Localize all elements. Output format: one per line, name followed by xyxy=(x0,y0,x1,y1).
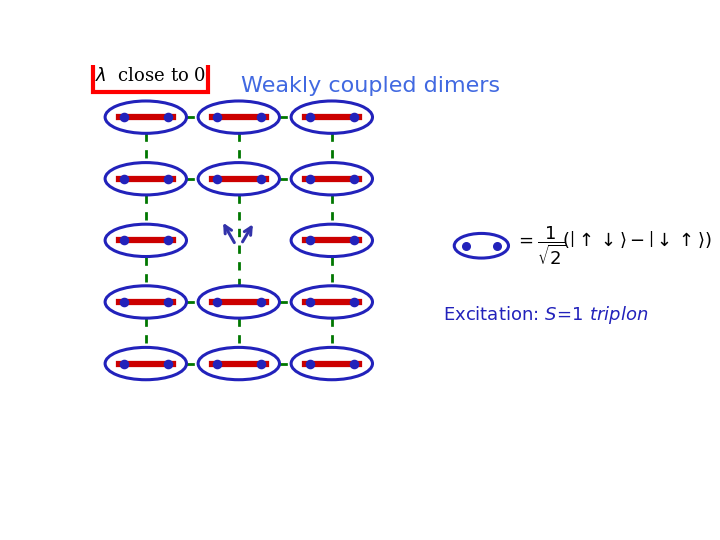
Point xyxy=(118,113,130,122)
Point xyxy=(162,113,174,122)
Point xyxy=(212,174,223,183)
Point xyxy=(118,236,130,245)
Ellipse shape xyxy=(198,101,279,133)
Point xyxy=(305,236,316,245)
Ellipse shape xyxy=(291,224,372,256)
Point xyxy=(162,298,174,306)
Point xyxy=(255,174,266,183)
Ellipse shape xyxy=(198,347,279,380)
Point xyxy=(348,298,359,306)
Point xyxy=(305,174,316,183)
Text: $\lambda$  close to 0: $\lambda$ close to 0 xyxy=(95,66,206,85)
Point xyxy=(162,174,174,183)
Point xyxy=(348,236,359,245)
Point xyxy=(212,298,223,306)
Point xyxy=(212,359,223,368)
Point xyxy=(460,241,472,250)
Point xyxy=(305,113,316,122)
Text: Weakly coupled dimers: Weakly coupled dimers xyxy=(241,76,500,96)
Point xyxy=(305,359,316,368)
Point xyxy=(162,236,174,245)
Ellipse shape xyxy=(454,233,508,258)
Point xyxy=(212,113,223,122)
Point xyxy=(118,298,130,306)
Point xyxy=(118,174,130,183)
Ellipse shape xyxy=(291,163,372,195)
Point xyxy=(348,113,359,122)
Point xyxy=(491,241,503,250)
Point xyxy=(255,113,266,122)
Ellipse shape xyxy=(105,224,186,256)
Text: Excitation: $S\!=\!1$ $\mathit{triplon}$: Excitation: $S\!=\!1$ $\mathit{triplon}$ xyxy=(443,304,648,326)
Ellipse shape xyxy=(105,347,186,380)
Ellipse shape xyxy=(291,286,372,318)
Point xyxy=(255,359,266,368)
Ellipse shape xyxy=(105,163,186,195)
Text: $= \dfrac{1}{\sqrt{2}}\!\left(\left|\uparrow\downarrow\right\rangle - \left|\dow: $= \dfrac{1}{\sqrt{2}}\!\left(\left|\upa… xyxy=(515,224,711,267)
Ellipse shape xyxy=(291,347,372,380)
Point xyxy=(162,359,174,368)
Ellipse shape xyxy=(198,286,279,318)
Ellipse shape xyxy=(105,101,186,133)
Ellipse shape xyxy=(105,286,186,318)
Point xyxy=(118,359,130,368)
Point xyxy=(255,298,266,306)
Point xyxy=(348,174,359,183)
Point xyxy=(305,298,316,306)
Ellipse shape xyxy=(291,101,372,133)
Point xyxy=(348,359,359,368)
Bar xyxy=(93,59,208,92)
Ellipse shape xyxy=(198,163,279,195)
